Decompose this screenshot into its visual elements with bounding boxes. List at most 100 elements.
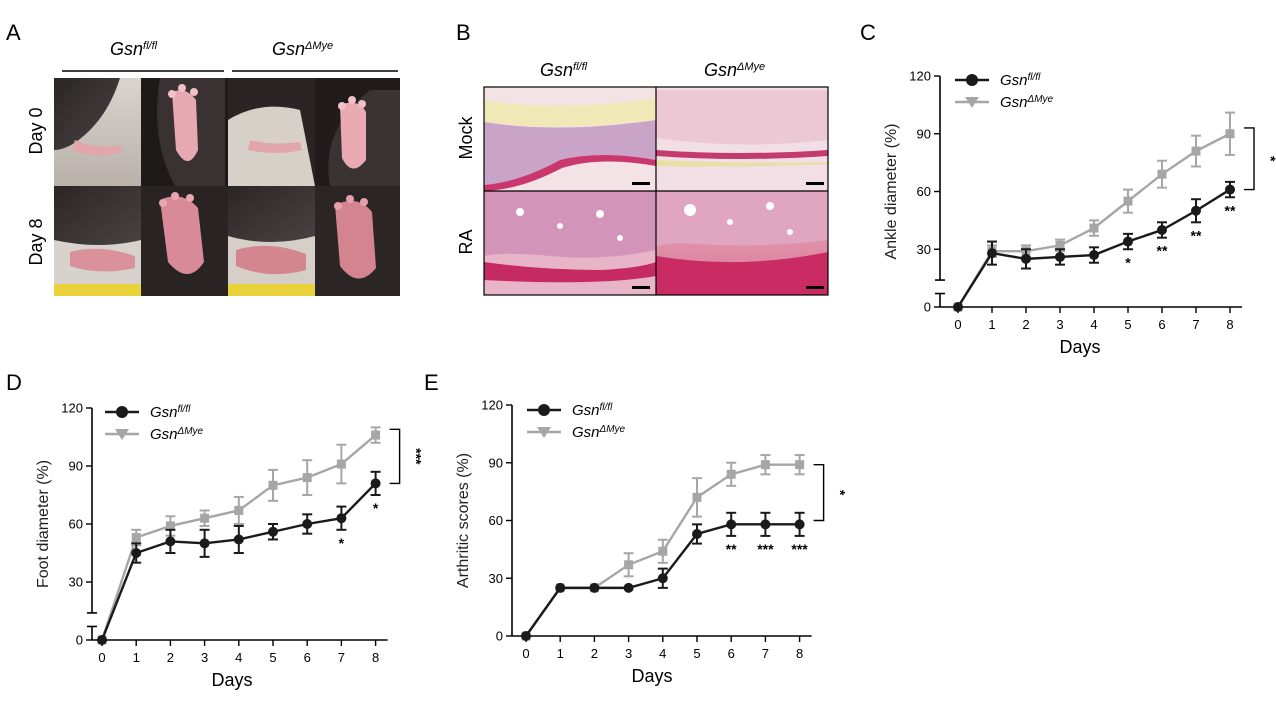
data-point-ko [302,473,312,483]
legend-label-base: Gsn [572,402,600,419]
legend-label: Gsnfl/fl [572,402,613,420]
histology-wt-mock [484,87,656,191]
x-tick-label: 4 [659,646,666,661]
significance-bracket-label: *** [409,448,425,465]
significance-marker: * [373,500,379,516]
x-axis-title: Days [631,666,672,686]
data-point-wt [1123,236,1133,247]
legend-label-base: Gsn [1000,72,1028,89]
legend-marker [115,429,129,440]
legend-label-base: Gsn [572,424,600,441]
significance-marker: *** [791,541,808,557]
x-tick-label: 5 [693,646,700,661]
data-point-ko [726,469,736,479]
data-point-ko [658,546,668,556]
data-point-ko [760,460,770,470]
legend-label-base: Gsn [150,404,178,421]
panel-b: B Gsnfl/fl GsnΔMye Mock RA [456,20,829,296]
legend-label-sup: fl/fl [178,404,192,415]
x-tick-label: 7 [338,650,345,665]
significance-bracket-label: * [833,490,849,496]
x-tick-label: 0 [954,317,961,332]
x-tick-label: 4 [1090,317,1097,332]
x-tick-label: 0 [98,650,105,665]
data-point-wt [370,478,381,489]
legend-label-sup: ΔMye [599,424,626,435]
data-point-ko [1055,240,1065,250]
x-tick-label: 6 [304,650,311,665]
x-tick-label: 8 [796,646,803,661]
significance-marker: *** [757,541,774,557]
significance-bracket [389,428,401,485]
y-tick-label: 90 [489,455,503,470]
data-point-wt [726,519,737,530]
photo-wt-day8-paw [141,186,228,296]
x-tick-label: 3 [625,646,632,661]
data-point-wt [1089,250,1099,261]
panel-a-row-day0: Day 0 [26,107,46,154]
legend-label-sup: ΔMye [1027,94,1054,105]
legend-label: Gsnfl/fl [1000,72,1041,90]
data-point-ko [268,480,278,490]
y-tick-label: 120 [481,398,503,413]
legend-label: Gsnfl/fl [150,404,191,422]
data-point-wt [1021,253,1031,264]
significance-marker: ** [726,541,737,557]
legend-label-sup: fl/fl [1028,72,1042,83]
data-point-ko [1191,146,1201,156]
significance-bracket [1244,127,1255,191]
data-point-ko [1157,169,1167,179]
x-tick-label: 5 [1124,317,1131,332]
panel-a-letter: A [6,20,21,45]
significance-bracket [813,463,825,522]
data-point-wt [987,248,997,259]
y-tick-label: 90 [69,459,83,474]
x-tick-label: 3 [1056,317,1063,332]
data-point-ko [200,513,210,523]
data-point-wt [1157,225,1167,235]
photo-wt-day0-side [54,78,141,186]
data-point-wt [268,526,278,537]
data-point-ko [1089,223,1099,233]
data-point-wt [1055,251,1065,262]
panel-c-letter: C [860,20,876,45]
x-tick-label: 2 [167,650,174,665]
data-point-ko [234,505,244,515]
y-tick-label: 30 [489,571,503,586]
y-axis-title: Ankle diameter (%) [883,123,900,259]
legend-marker [965,97,979,108]
x-axis-title: Days [1059,337,1100,357]
data-point-wt [657,573,668,584]
data-point-wt [165,536,176,547]
data-point-wt [760,519,771,530]
chart-c-ankle-diameter: 0 30 60 90 120 0 1 2 3 4 5 6 7 8 Days Ankle diameter (%… [883,69,1276,358]
x-tick-label: 1 [988,317,995,332]
x-tick-label: 5 [269,650,276,665]
y-tick-label: 0 [76,633,83,648]
legend-marker [966,74,978,86]
data-point-wt [1225,184,1235,195]
y-tick-label: 30 [917,242,931,257]
y-tick-label: 0 [924,300,931,315]
y-tick-label: 90 [917,126,931,141]
significance-marker: * [1125,254,1131,270]
y-tick-label: 120 [61,401,83,416]
significance-marker: ** [1225,202,1236,218]
chart-e-arthritic-scores: 0 30 60 90 120 0 1 2 3 4 5 6 7 8 Days Arthritic scores … [455,398,849,687]
panel-d-letter: D [6,370,22,395]
data-point-wt [953,302,963,312]
x-tick-label: 1 [133,650,140,665]
significance-bracket-label: * [1263,156,1276,162]
y-tick-label: 60 [489,513,503,528]
data-point-wt [1191,205,1201,216]
x-tick-label: 8 [1226,317,1233,332]
significance-marker: ** [1157,243,1168,259]
panel-e-letter: E [424,370,439,395]
x-tick-label: 6 [1158,317,1165,332]
y-axis-title: Foot diameter (%) [35,460,52,588]
x-tick-label: 8 [372,650,379,665]
legend-label-base: Gsn [1000,94,1028,111]
data-point-wt [199,538,210,549]
data-point-wt [97,635,107,645]
